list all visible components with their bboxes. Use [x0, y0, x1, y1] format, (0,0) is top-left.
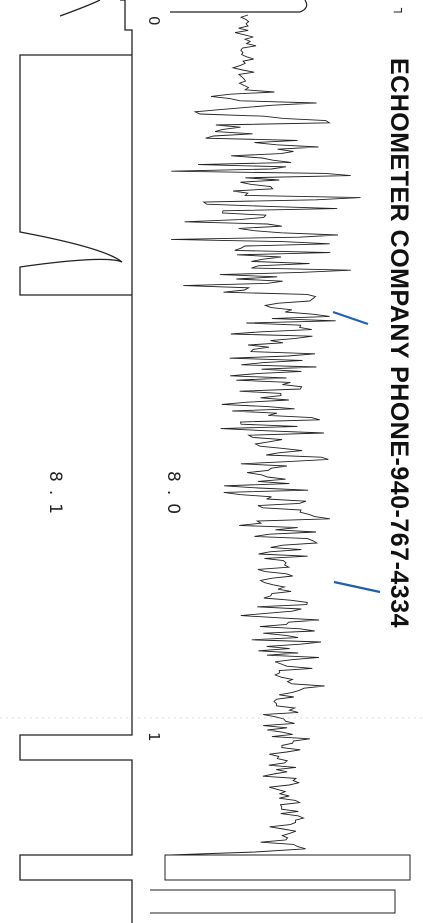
timing-square-wave — [19, 0, 133, 923]
scale-label-left: 8.0 — [163, 471, 183, 523]
baseline-top — [170, 0, 308, 13]
annotation-mark-1 — [332, 310, 369, 326]
scale-label-right: 8.1 — [45, 471, 65, 523]
corner-mark: ┐ — [393, 8, 408, 16]
marker-top: 0 — [145, 16, 163, 26]
echo-trace — [169, 14, 361, 856]
end-box — [164, 854, 411, 881]
marker-bottom: 1 — [145, 732, 163, 742]
echo-waveform — [169, 14, 361, 856]
company-header: ECHOMETER COMPANY PHONE-940-767-4334 — [385, 58, 413, 629]
annotation-mark-2 — [333, 580, 381, 594]
end-box-2 — [150, 889, 396, 914]
top-curve — [59, 0, 101, 17]
